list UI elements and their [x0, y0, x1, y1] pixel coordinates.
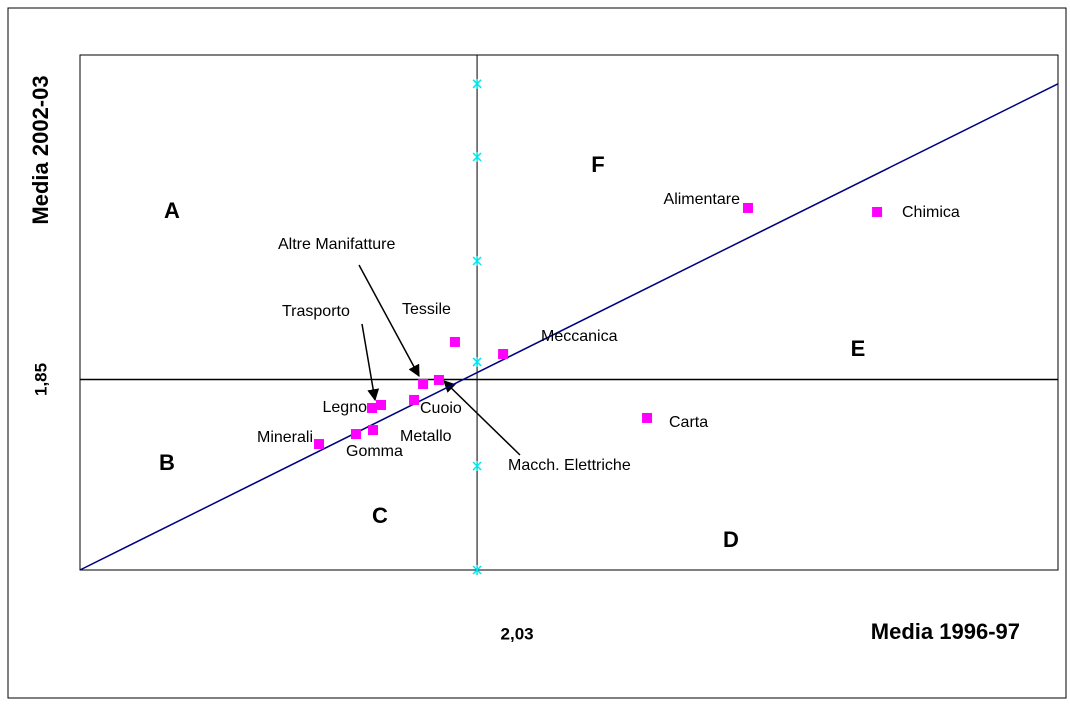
point — [409, 394, 420, 405]
arrow — [443, 380, 521, 456]
point — [314, 439, 325, 450]
arrow — [361, 323, 380, 402]
point-label: Tessile — [402, 301, 451, 318]
x-tick-label: 2,03 — [501, 624, 534, 643]
reference-mark — [472, 356, 482, 367]
reference-mark — [472, 565, 482, 575]
point-label: Minerali — [257, 429, 313, 446]
diagonal-line — [79, 83, 1059, 571]
point-label: Carta — [669, 414, 708, 431]
arrow — [358, 264, 420, 378]
region-label: B — [159, 450, 175, 475]
y-axis-title: Media 2002-03 — [28, 75, 53, 224]
point-label: Gomma — [346, 443, 403, 460]
point — [872, 206, 883, 217]
point — [376, 399, 387, 410]
region-label: C — [372, 503, 388, 528]
point — [350, 429, 361, 440]
point-label: Chimica — [902, 204, 960, 221]
region-label: D — [723, 527, 739, 552]
point-label: Macch. Elettriche — [508, 457, 631, 474]
point — [433, 374, 444, 385]
x-axis-title: Media 1996-97 — [871, 619, 1020, 644]
region-label: F — [591, 152, 604, 177]
point — [742, 202, 753, 213]
y-tick-label: 1,85 — [31, 363, 50, 396]
point-label: Trasporto — [282, 303, 350, 320]
reference-mark — [472, 460, 482, 471]
point-label: Altre Manifatture — [278, 236, 395, 253]
point-label: Metallo — [400, 428, 452, 445]
point — [449, 336, 460, 347]
point — [418, 378, 429, 389]
outer-frame — [7, 7, 1067, 699]
point-label: Cuoio — [420, 400, 462, 417]
point — [642, 412, 653, 423]
point-label: Meccanica — [541, 328, 618, 345]
point — [367, 402, 378, 413]
reference-mark — [472, 151, 482, 162]
region-label: A — [164, 198, 180, 223]
point-label: Legno — [323, 399, 368, 416]
plot-frame — [79, 54, 1059, 571]
reference-mark — [472, 256, 482, 266]
reference-mark — [472, 78, 482, 89]
point — [498, 349, 509, 360]
point-label: Alimentare — [664, 191, 741, 208]
point — [368, 425, 379, 436]
region-label: E — [851, 336, 866, 361]
